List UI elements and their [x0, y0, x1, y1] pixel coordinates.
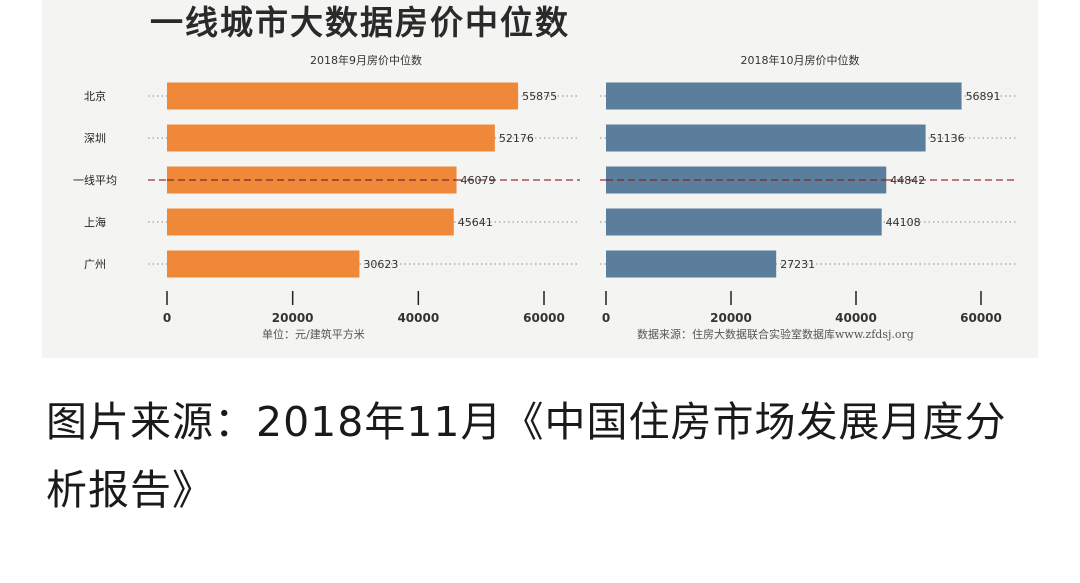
bar	[606, 166, 887, 194]
image-caption: 图片来源：2018年11月《中国住房市场发展月度分析报告》	[46, 398, 1007, 514]
x-tick-label: 40000	[835, 311, 877, 325]
bar	[167, 124, 495, 152]
data-label: 56891	[966, 90, 1001, 103]
data-label: 46079	[461, 174, 496, 187]
bar	[167, 82, 519, 110]
bar	[606, 124, 926, 152]
data-label: 30623	[363, 258, 398, 271]
bar	[167, 250, 360, 278]
data-label: 45641	[458, 216, 493, 229]
data-label: 44842	[890, 174, 925, 187]
x-tick-label: 60000	[960, 311, 1002, 325]
bar	[606, 82, 962, 110]
bar	[167, 208, 454, 236]
x-tick-label: 0	[602, 311, 610, 325]
category-label: 广州	[84, 258, 106, 271]
category-label: 一线平均	[73, 173, 117, 187]
data-label: 27231	[780, 258, 815, 271]
unit-note: 单位：元/建筑平方米	[262, 327, 365, 341]
bar	[606, 208, 882, 236]
bar	[606, 250, 777, 278]
data-label: 55875	[522, 90, 557, 103]
source-note: 数据来源：住房大数据联合实验室数据库www.zfdsj.org	[637, 327, 914, 341]
data-label: 44108	[886, 216, 921, 229]
x-tick-label: 40000	[397, 311, 439, 325]
bar-chart: 一线城市大数据房价中位数 2018年9月房价中位数 55875 北京 52176 深圳 4…	[73, 3, 1016, 341]
panel-title-2: 2018年10月房价中位数	[741, 53, 860, 67]
category-label: 上海	[84, 215, 106, 229]
category-label: 深圳	[84, 132, 106, 145]
x-tick-label: 0	[163, 311, 171, 325]
x-tick-label: 20000	[272, 311, 314, 325]
panel-title-1: 2018年9月房价中位数	[310, 53, 422, 67]
category-label: 北京	[84, 89, 106, 103]
data-label: 51136	[930, 132, 965, 145]
x-tick-label: 60000	[523, 311, 565, 325]
x-tick-label: 20000	[710, 311, 752, 325]
data-label: 52176	[499, 132, 534, 145]
chart-title: 一线城市大数据房价中位数	[150, 3, 570, 42]
